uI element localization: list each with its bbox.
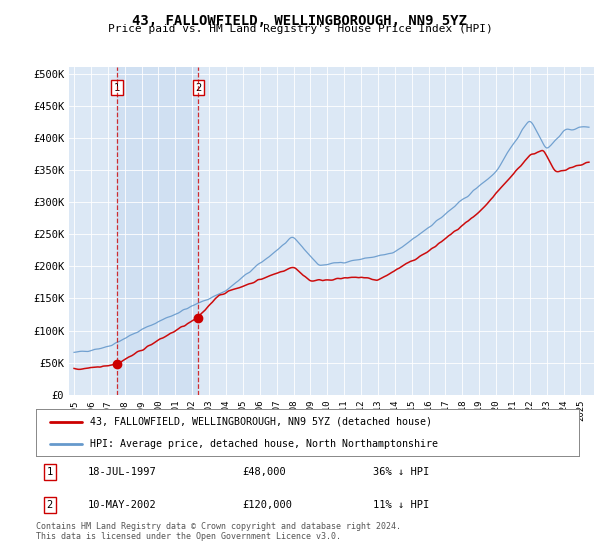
Text: 11% ↓ HPI: 11% ↓ HPI (373, 500, 429, 510)
Text: Price paid vs. HM Land Registry's House Price Index (HPI): Price paid vs. HM Land Registry's House … (107, 24, 493, 34)
Text: £120,000: £120,000 (242, 500, 292, 510)
Text: £48,000: £48,000 (242, 467, 286, 477)
Text: 1: 1 (114, 83, 120, 93)
Bar (117, 67, 199, 395)
Text: Contains HM Land Registry data © Crown copyright and database right 2024.
This d: Contains HM Land Registry data © Crown c… (36, 522, 401, 542)
Text: 2: 2 (195, 83, 202, 93)
Text: 10-MAY-2002: 10-MAY-2002 (88, 500, 157, 510)
Text: 1: 1 (46, 467, 53, 477)
Text: 36% ↓ HPI: 36% ↓ HPI (373, 467, 429, 477)
Text: 2: 2 (46, 500, 53, 510)
Text: HPI: Average price, detached house, North Northamptonshire: HPI: Average price, detached house, Nort… (91, 438, 438, 449)
Text: 18-JUL-1997: 18-JUL-1997 (88, 467, 157, 477)
Text: 43, FALLOWFIELD, WELLINGBOROUGH, NN9 5YZ (detached house): 43, FALLOWFIELD, WELLINGBOROUGH, NN9 5YZ… (91, 417, 432, 427)
Text: 43, FALLOWFIELD, WELLINGBOROUGH, NN9 5YZ: 43, FALLOWFIELD, WELLINGBOROUGH, NN9 5YZ (133, 14, 467, 28)
